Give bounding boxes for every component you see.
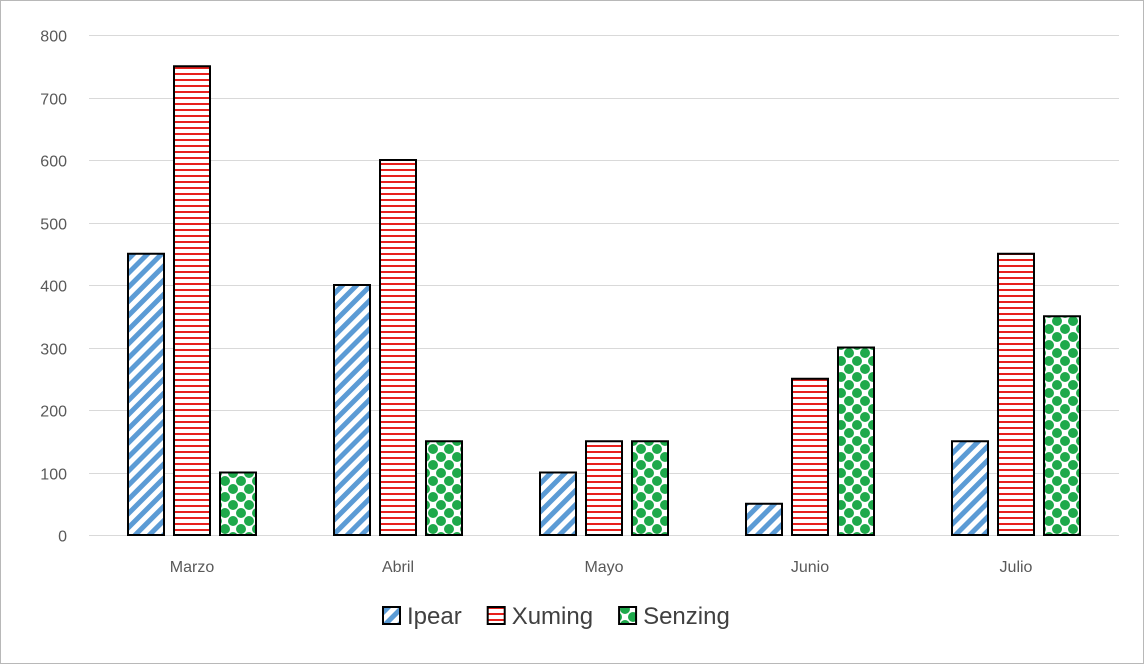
legend: Ipear Xuming Senzing	[382, 603, 730, 630]
legend-item-xuming: Xuming	[486, 603, 593, 630]
x-tick-label: Mayo	[584, 559, 623, 576]
y-tick-label: 600	[40, 154, 67, 171]
gridlines	[89, 35, 1119, 536]
legend-item-senzing: Senzing	[618, 603, 730, 630]
bar-ipear-marzo	[127, 252, 165, 536]
bar-senzing-junio	[837, 346, 875, 536]
y-tick-label: 0	[58, 529, 67, 546]
legend-label-xuming: Xuming	[512, 603, 593, 630]
bar-senzing-mayo	[631, 440, 669, 536]
bar-senzing-marzo	[219, 471, 257, 536]
bar-ipear-mayo	[539, 471, 577, 536]
legend-swatch-senzing	[618, 606, 638, 625]
y-tick-label: 100	[40, 467, 67, 484]
legend-label-senzing: Senzing	[643, 603, 730, 630]
bar-xuming-mayo	[585, 440, 623, 536]
x-tick-label: Abril	[382, 559, 414, 576]
legend-swatch-xuming	[486, 606, 506, 625]
bar-senzing-julio	[1043, 315, 1081, 536]
bar-ipear-junio	[745, 502, 783, 536]
y-tick-label: 700	[40, 92, 67, 109]
y-tick-label: 800	[40, 29, 67, 46]
bar-xuming-julio	[997, 252, 1035, 536]
x-tick-label: Junio	[791, 559, 829, 576]
x-tick-label: Marzo	[170, 559, 215, 576]
bar-senzing-abril	[425, 440, 463, 536]
x-tick-label: Julio	[1000, 559, 1033, 576]
y-tick-label: 400	[40, 279, 67, 296]
bar-ipear-abril	[333, 284, 371, 536]
bar-ipear-julio	[951, 440, 989, 536]
bars	[127, 65, 1081, 536]
bar-xuming-abril	[379, 159, 417, 536]
legend-item-ipear: Ipear	[382, 603, 462, 630]
x-axis-tick-labels: Marzo Abril Mayo Junio Julio	[170, 559, 1033, 576]
bar-xuming-junio	[791, 377, 829, 536]
y-tick-label: 300	[40, 342, 67, 359]
y-tick-label: 200	[40, 404, 67, 421]
legend-label-ipear: Ipear	[407, 603, 462, 630]
bar-xuming-marzo	[173, 65, 211, 536]
legend-swatch-ipear	[382, 606, 401, 625]
y-tick-label: 500	[40, 217, 67, 234]
y-axis-tick-labels: 0 100 200 300 400 500 600 700 800	[40, 29, 67, 546]
